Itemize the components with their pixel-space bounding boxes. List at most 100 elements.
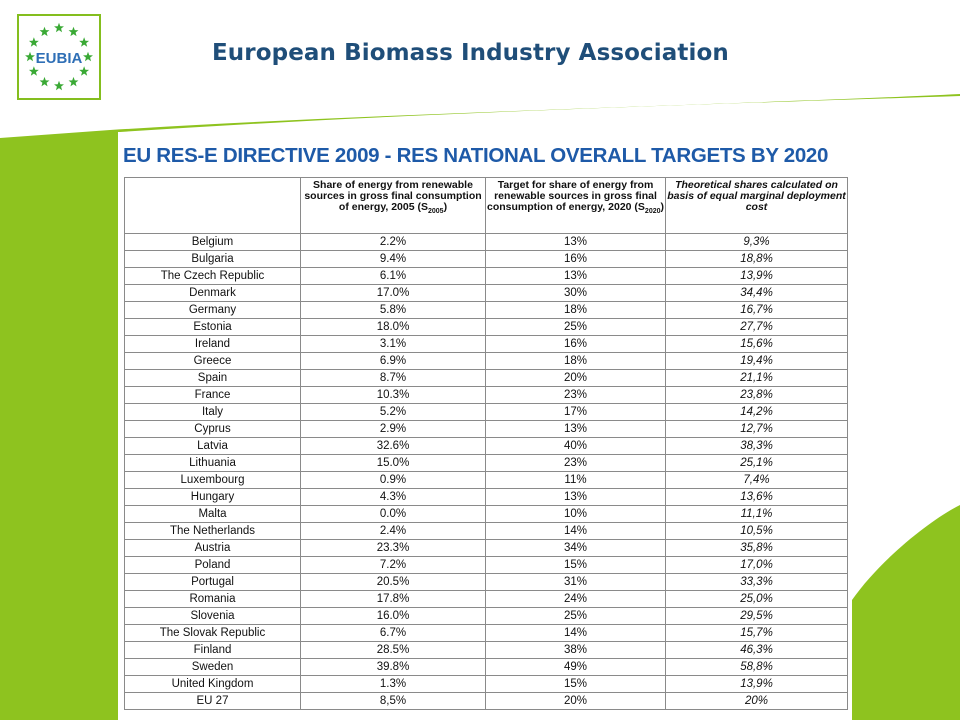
share-2005-cell: 8.7% (300, 369, 486, 387)
table-row: Estonia 18.0% 25% 27,7% (124, 318, 848, 336)
target-2020-cell: 17% (485, 403, 666, 421)
target-2020-cell: 31% (485, 573, 666, 591)
target-2020-cell: 16% (485, 250, 666, 268)
share-2005-cell: 10.3% (300, 386, 486, 404)
target-2020-cell: 49% (485, 658, 666, 676)
country-cell: Malta (124, 505, 301, 523)
target-2020-cell: 23% (485, 386, 666, 404)
target-2020-cell: 13% (485, 488, 666, 506)
share-2005-cell: 39.8% (300, 658, 486, 676)
theoretical-cell: 12,7% (665, 420, 848, 438)
theoretical-cell: 29,5% (665, 607, 848, 625)
target-2020-cell: 25% (485, 607, 666, 625)
target-2020-cell: 18% (485, 352, 666, 370)
column-header-country (124, 177, 301, 234)
logo-star (68, 76, 79, 87)
share-2005-cell: 15.0% (300, 454, 486, 472)
target-2020-cell: 15% (485, 675, 666, 693)
table-row: EU 27 8,5% 20% 20% (124, 692, 848, 710)
share-2005-cell: 5.8% (300, 301, 486, 319)
target-2020-cell: 25% (485, 318, 666, 336)
organization-title: European Biomass Industry Association (212, 40, 729, 66)
country-cell: Lithuania (124, 454, 301, 472)
targets-table: Share of energy from renewable sources i… (124, 177, 848, 710)
target-2020-cell: 20% (485, 369, 666, 387)
target-2020-cell: 20% (485, 692, 666, 710)
logo-star (79, 66, 90, 76)
share-2005-cell: 2.4% (300, 522, 486, 540)
table-row: Greece 6.9% 18% 19,4% (124, 352, 848, 370)
logo-star (25, 51, 35, 62)
target-2020-cell: 14% (485, 624, 666, 642)
country-cell: Slovenia (124, 607, 301, 625)
theoretical-cell: 33,3% (665, 573, 848, 591)
table-body: Belgium 2.2% 13% 9,3% Bulgaria 9.4% 16% 18,8% Th… (124, 233, 848, 710)
theoretical-cell: 13,9% (665, 675, 848, 693)
country-cell: Estonia (124, 318, 301, 336)
country-cell: United Kingdom (124, 675, 301, 693)
country-cell: Poland (124, 556, 301, 574)
country-cell: Bulgaria (124, 250, 301, 268)
target-2020-cell: 23% (485, 454, 666, 472)
country-cell: Austria (124, 539, 301, 557)
country-cell: The Czech Republic (124, 267, 301, 285)
country-cell: Denmark (124, 284, 301, 302)
theoretical-cell: 23,8% (665, 386, 848, 404)
table-row: Cyprus 2.9% 13% 12,7% (124, 420, 848, 438)
theoretical-cell: 18,8% (665, 250, 848, 268)
share-2005-cell: 16.0% (300, 607, 486, 625)
country-cell: EU 27 (124, 692, 301, 710)
theoretical-cell: 58,8% (665, 658, 848, 676)
target-2020-cell: 13% (485, 267, 666, 285)
table-row: Luxembourg 0.9% 11% 7,4% (124, 471, 848, 489)
table-row: Malta 0.0% 10% 11,1% (124, 505, 848, 523)
theoretical-cell: 21,1% (665, 369, 848, 387)
country-cell: Germany (124, 301, 301, 319)
theoretical-cell: 9,3% (665, 233, 848, 251)
logo-star (79, 37, 90, 47)
theoretical-cell: 25,1% (665, 454, 848, 472)
theoretical-cell: 13,6% (665, 488, 848, 506)
table-row: Portugal 20.5% 31% 33,3% (124, 573, 848, 591)
country-cell: Romania (124, 590, 301, 608)
logo-star (28, 66, 39, 76)
share-2005-cell: 1.3% (300, 675, 486, 693)
eubia-logo: EUBIA (17, 14, 101, 100)
share-2005-cell: 2.9% (300, 420, 486, 438)
target-2020-cell: 16% (485, 335, 666, 353)
share-2005-cell: 6.7% (300, 624, 486, 642)
share-2005-cell: 0.9% (300, 471, 486, 489)
theoretical-cell: 17,0% (665, 556, 848, 574)
theoretical-cell: 16,7% (665, 301, 848, 319)
table-row: The Czech Republic 6.1% 13% 13,9% (124, 267, 848, 285)
table-row: Finland 28.5% 38% 46,3% (124, 641, 848, 659)
share-2005-cell: 18.0% (300, 318, 486, 336)
country-cell: Greece (124, 352, 301, 370)
target-2020-cell: 10% (485, 505, 666, 523)
share-2005-cell: 28.5% (300, 641, 486, 659)
target-2020-cell: 11% (485, 471, 666, 489)
target-2020-cell: 13% (485, 233, 666, 251)
column-header-share-2005: Share of energy from renewable sources i… (300, 177, 486, 234)
share-2005-cell: 17.0% (300, 284, 486, 302)
table-row: France 10.3% 23% 23,8% (124, 386, 848, 404)
share-2005-cell: 17.8% (300, 590, 486, 608)
theoretical-cell: 11,1% (665, 505, 848, 523)
share-2005-cell: 32.6% (300, 437, 486, 455)
country-cell: Finland (124, 641, 301, 659)
theoretical-cell: 15,6% (665, 335, 848, 353)
theoretical-cell: 20% (665, 692, 848, 710)
theoretical-cell: 25,0% (665, 590, 848, 608)
table-row: Ireland 3.1% 16% 15,6% (124, 335, 848, 353)
theoretical-cell: 7,4% (665, 471, 848, 489)
logo-text: EUBIA (36, 50, 83, 67)
theoretical-cell: 10,5% (665, 522, 848, 540)
table-row: United Kingdom 1.3% 15% 13,9% (124, 675, 848, 693)
logo-star (68, 26, 79, 37)
target-2020-cell: 30% (485, 284, 666, 302)
theoretical-cell: 35,8% (665, 539, 848, 557)
theoretical-cell: 15,7% (665, 624, 848, 642)
target-2020-cell: 40% (485, 437, 666, 455)
theoretical-cell: 14,2% (665, 403, 848, 421)
logo-star (83, 51, 93, 62)
